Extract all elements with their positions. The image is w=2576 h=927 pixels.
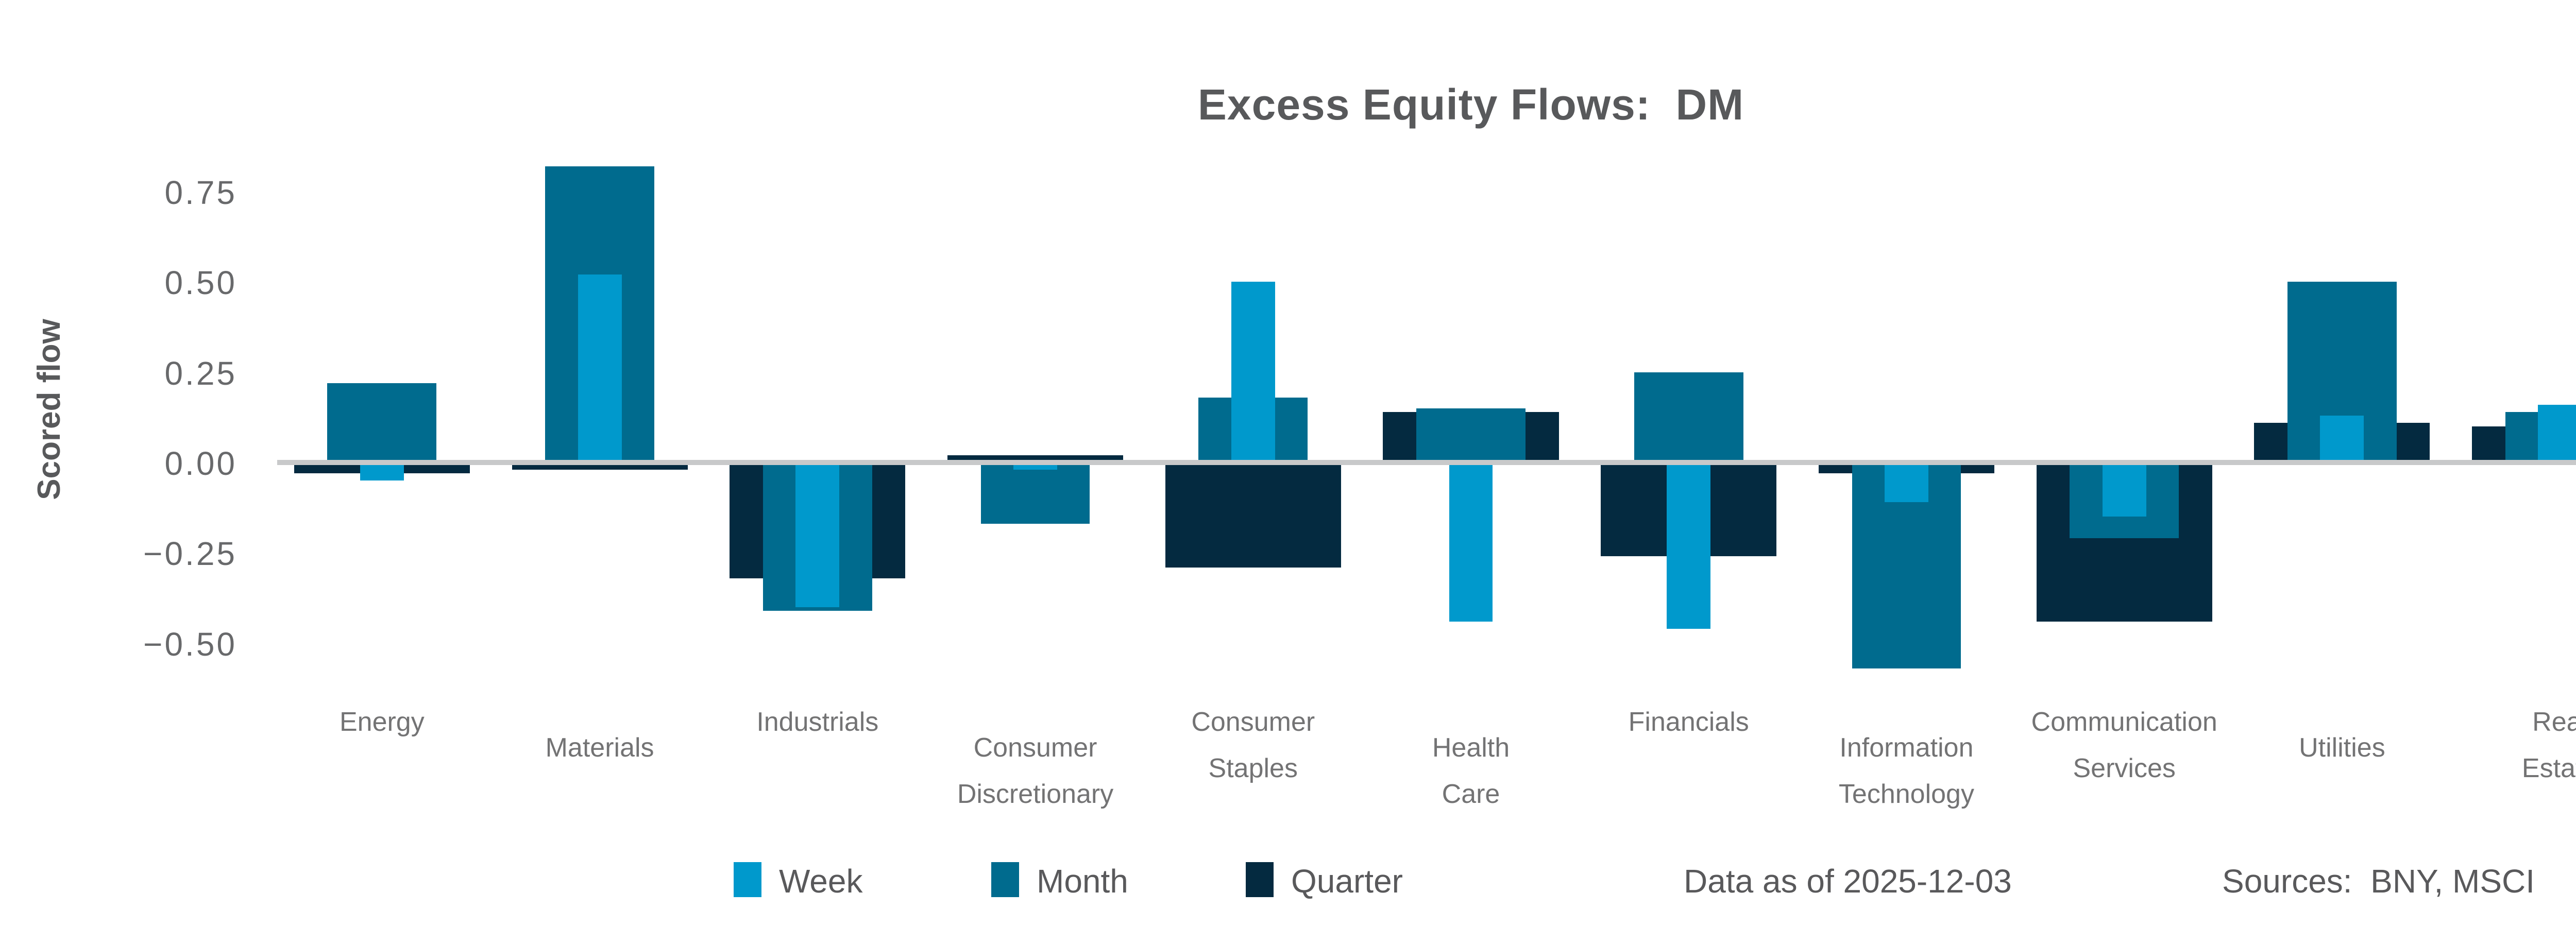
- x-label-health-care: Health Care: [1432, 733, 1510, 809]
- x-label-industrials: Industrials: [756, 707, 879, 737]
- y-tick-label: 0.25: [164, 354, 237, 392]
- week-swatch-icon: [734, 862, 761, 897]
- x-label-financials: Financials: [1628, 707, 1749, 737]
- bar-week-consumer-staples: [1231, 282, 1275, 462]
- y-tick-label: 0.50: [164, 264, 237, 302]
- x-label-consumer-discretionary: Consumer Discretionary: [957, 733, 1114, 809]
- y-tick-label: −0.25: [143, 535, 237, 573]
- y-tick-label: 0.00: [164, 445, 237, 482]
- month-swatch-icon: [991, 862, 1019, 897]
- bar-week-utilities: [2320, 415, 2364, 462]
- bar-month-health-care: [1416, 408, 1526, 462]
- sources-note: Sources: BNY, MSCI: [2222, 863, 2535, 900]
- bar-week-communication-services: [2102, 462, 2146, 517]
- y-tick-label: −0.50: [143, 625, 237, 663]
- chart-legend: Week Month Quarter: [0, 859, 2576, 905]
- bar-week-health-care: [1449, 462, 1493, 622]
- x-label-real-estate: RealEstate: [2521, 707, 2576, 783]
- bar-quarter-consumer-staples: [1165, 462, 1341, 568]
- legend-label-quarter: Quarter: [1291, 863, 1403, 900]
- bar-week-industrials: [795, 462, 840, 607]
- bar-month-energy: [327, 383, 437, 462]
- bar-week-materials: [578, 274, 622, 462]
- legend-label-month: Month: [1037, 863, 1128, 900]
- bar-week-information-technology: [1884, 462, 1928, 503]
- bar-week-real-estate: [2538, 404, 2576, 462]
- bar-month-financials: [1634, 372, 1743, 462]
- bar-week-energy: [360, 462, 404, 481]
- x-label-consumer-staples: Consumer Staples: [1191, 707, 1315, 783]
- chart-title: Excess Equity Flows: DM: [1197, 80, 1744, 129]
- x-label-information-technology: Information Technology: [1838, 733, 1974, 809]
- data-as-of-note: Data as of 2025-12-03: [1684, 863, 2012, 900]
- x-label-materials: Materials: [545, 733, 654, 763]
- bar-week-financials: [1667, 462, 1711, 629]
- x-label-energy: Energy: [339, 707, 425, 737]
- zero-baseline: [277, 460, 2576, 465]
- y-tick-label: 0.75: [164, 174, 237, 211]
- legend-label-week: Week: [779, 863, 863, 900]
- bar-month-consumer-discretionary: [980, 462, 1090, 524]
- x-label-communication-services: Communication Services: [2031, 707, 2217, 783]
- quarter-swatch-icon: [1246, 862, 1274, 897]
- x-label-utilities: Utilities: [2299, 733, 2385, 763]
